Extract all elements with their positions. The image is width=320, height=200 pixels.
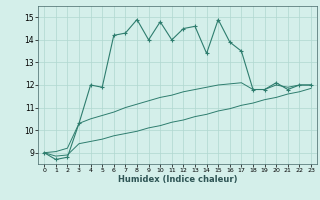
X-axis label: Humidex (Indice chaleur): Humidex (Indice chaleur) bbox=[118, 175, 237, 184]
